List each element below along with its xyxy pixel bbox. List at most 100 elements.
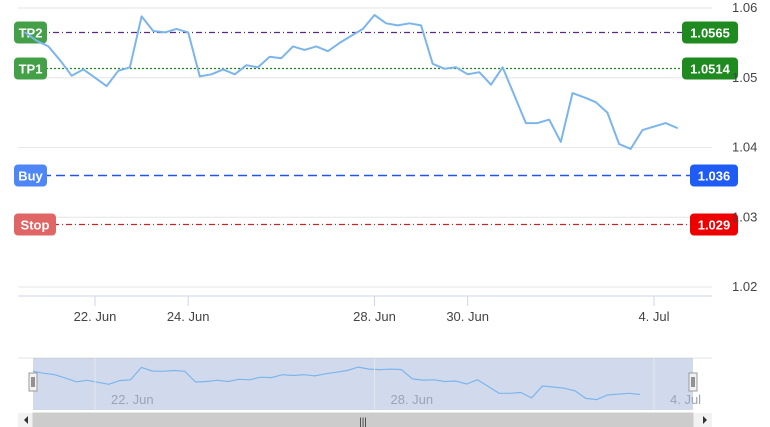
- x-tick-label: 4. Jul: [638, 309, 669, 324]
- scrollbar-grip: |||: [359, 417, 367, 427]
- data-point: [629, 148, 632, 150]
- data-point: [140, 15, 143, 18]
- data-point: [175, 28, 178, 30]
- price-line: [24, 14, 678, 150]
- x-tick-label: 28. Jun: [353, 309, 396, 324]
- data-point: [653, 125, 655, 128]
- data-point: [478, 71, 481, 73]
- navigator-series: [32, 366, 641, 401]
- data-point: [606, 111, 609, 114]
- data-point: [373, 14, 376, 16]
- data-point: [560, 141, 562, 143]
- level-badge-tp1: [14, 57, 47, 80]
- data-point: [443, 67, 446, 70]
- data-point: [129, 66, 131, 69]
- data-point: [431, 63, 434, 65]
- scrollbar-thumb[interactable]: [32, 412, 694, 427]
- navigator-left-handle[interactable]: [28, 372, 38, 392]
- data-point: [303, 49, 306, 51]
- y-tick-label: 1.03: [732, 209, 757, 224]
- x-axis: 22. Jun 24. Jun 28. Jun 30. Jun 4. Jul: [74, 296, 670, 324]
- level-value-stop: 1.029: [698, 218, 731, 233]
- data-point: [222, 68, 224, 71]
- data-point: [338, 42, 341, 44]
- data-point: [362, 28, 364, 30]
- data-point: [676, 127, 679, 129]
- data-point: [408, 22, 411, 25]
- data-point: [420, 24, 422, 27]
- data-point: [70, 74, 73, 77]
- level-value-tp1: 1.0514: [690, 62, 731, 77]
- data-point: [47, 45, 50, 48]
- level-label-buy: Buy: [18, 169, 43, 184]
- data-point: [24, 31, 26, 34]
- data-point: [280, 57, 283, 59]
- data-point: [36, 40, 38, 42]
- y-tick-label: 1.06: [732, 0, 757, 15]
- data-point: [315, 45, 318, 48]
- data-point: [292, 45, 294, 48]
- scrollbar-right-arrow-icon[interactable]: [703, 416, 707, 424]
- navigator-right-handle[interactable]: [688, 372, 698, 392]
- data-point: [257, 66, 259, 69]
- level-value-badge-tp2: [682, 21, 738, 44]
- data-point: [152, 30, 154, 32]
- data-point: [501, 66, 504, 69]
- data-point: [94, 76, 96, 79]
- data-point: [187, 31, 189, 34]
- x-tick-label: 24. Jun: [167, 309, 210, 324]
- data-point: [571, 92, 574, 94]
- level-label-stop: Stop: [21, 218, 50, 233]
- data-point: [618, 143, 620, 145]
- data-point: [234, 73, 236, 76]
- data-point: [82, 68, 85, 71]
- level-badge-buy: [14, 164, 47, 187]
- data-point: [385, 22, 387, 25]
- data-point: [268, 56, 271, 58]
- data-point: [105, 85, 108, 87]
- data-point: [397, 24, 399, 27]
- scrollbar-left-arrow-icon[interactable]: [24, 416, 28, 424]
- navigator-label: 22. Jun: [111, 392, 154, 407]
- price-series: [24, 14, 679, 150]
- data-point: [455, 66, 457, 69]
- navigator-mask: [33, 358, 693, 410]
- data-point: [583, 96, 585, 99]
- navigator-label: 4. Jul: [670, 392, 701, 407]
- data-point: [641, 129, 644, 131]
- data-point: [199, 75, 201, 78]
- data-point: [164, 31, 166, 34]
- level-value-badge-buy: [690, 164, 738, 187]
- y-tick-label: 1.04: [732, 140, 757, 155]
- level-value-badge-stop: [690, 213, 738, 236]
- level-value-badge-tp1: [682, 57, 738, 80]
- data-point: [513, 94, 516, 96]
- data-point: [595, 101, 597, 103]
- level-badge-stop: [14, 213, 56, 236]
- navigator[interactable]: 22. Jun 28. Jun 4. Jul |||: [18, 357, 712, 427]
- data-point: [525, 122, 527, 124]
- data-point: [59, 59, 61, 62]
- navigator-label: 28. Jun: [391, 392, 434, 407]
- data-point: [490, 83, 492, 86]
- level-value-tp2: 1.0565: [690, 26, 730, 41]
- level-label-tp2: TP2: [19, 26, 43, 41]
- data-point: [350, 35, 353, 37]
- data-point: [245, 64, 248, 66]
- level-label-tp1: TP1: [19, 62, 43, 77]
- data-point: [664, 122, 667, 124]
- data-point: [548, 118, 550, 121]
- data-point: [210, 73, 213, 76]
- x-tick-label: 22. Jun: [74, 309, 117, 324]
- price-levels: TP2 1.0565 TP1 1.0514 Buy 1.036 Stop 1.029: [14, 21, 738, 236]
- data-point: [536, 122, 539, 124]
- data-point: [327, 50, 329, 52]
- x-tick-label: 30. Jun: [446, 309, 489, 324]
- y-axis: 1.02 1.03 1.04 1.05 1.06: [732, 0, 757, 294]
- y-tick-label: 1.05: [732, 70, 757, 85]
- y-tick-label: 1.02: [732, 279, 757, 294]
- data-point: [117, 70, 120, 72]
- level-value-buy: 1.036: [698, 169, 731, 184]
- data-point: [466, 73, 469, 76]
